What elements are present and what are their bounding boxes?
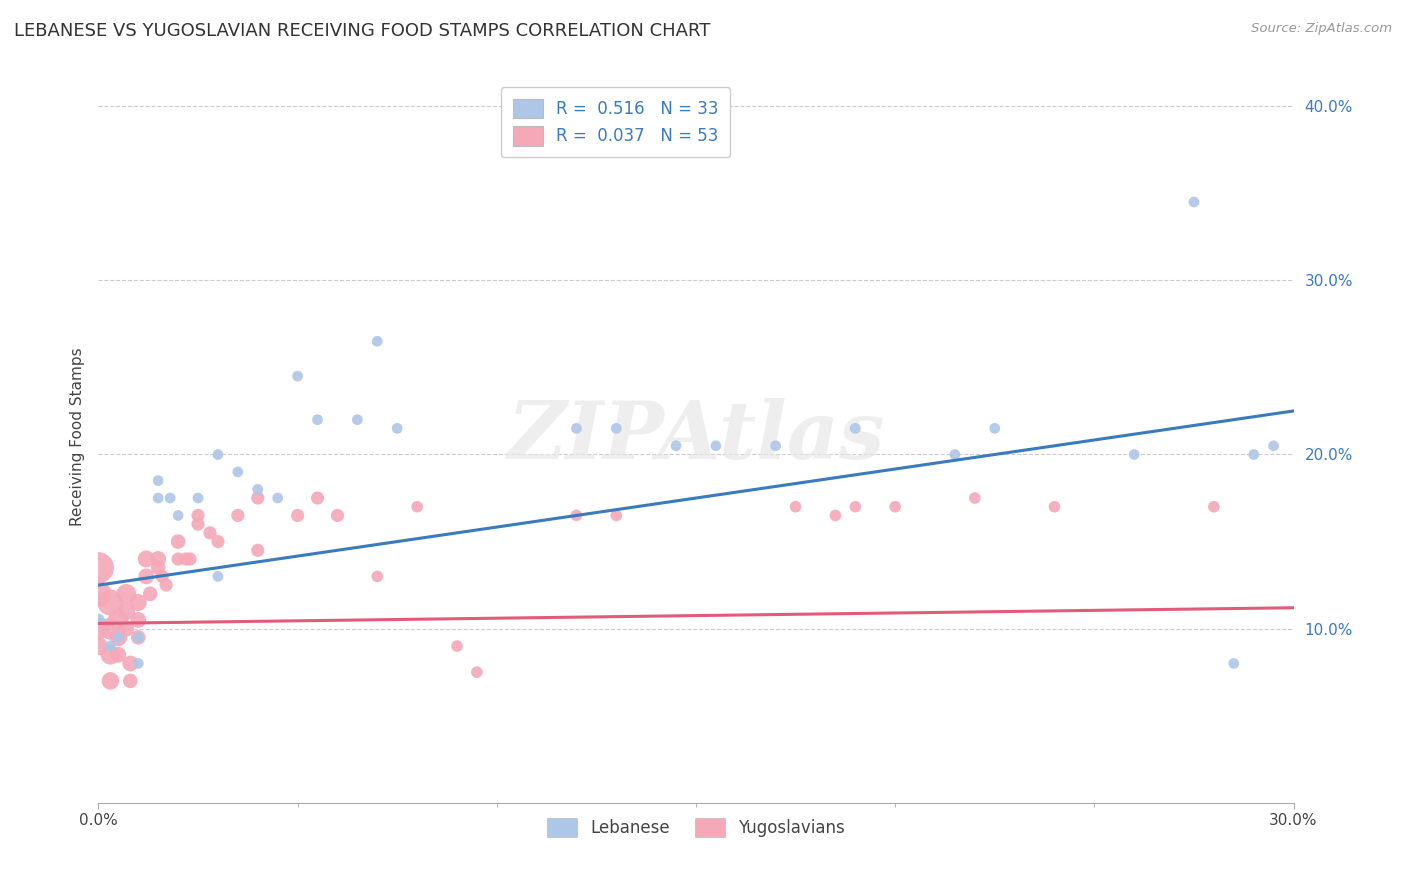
Point: [135, 552, 157, 566]
Point: [127, 631, 149, 645]
Point: [207, 569, 229, 583]
Point: [765, 439, 787, 453]
Point: [98, 639, 122, 653]
Point: [565, 421, 588, 435]
Point: [406, 500, 429, 514]
Point: [785, 500, 807, 514]
Point: [159, 491, 181, 505]
Point: [704, 439, 727, 453]
Point: [226, 465, 249, 479]
Point: [246, 483, 269, 497]
Point: [824, 508, 846, 523]
Point: [1223, 657, 1246, 671]
Point: [150, 569, 173, 583]
Point: [246, 491, 269, 505]
Point: [87, 622, 110, 636]
Point: [267, 491, 290, 505]
Point: [155, 578, 177, 592]
Point: [187, 517, 209, 532]
Point: [326, 508, 349, 523]
Point: [1123, 448, 1146, 462]
Point: [385, 421, 409, 435]
Legend: Lebanese, Yugoslavians: Lebanese, Yugoslavians: [538, 810, 853, 846]
Point: [127, 657, 149, 671]
Point: [984, 421, 1007, 435]
Point: [366, 334, 388, 349]
Point: [139, 587, 162, 601]
Point: [148, 491, 170, 505]
Point: [115, 587, 138, 601]
Point: [1202, 500, 1225, 514]
Point: [127, 613, 149, 627]
Point: [963, 491, 986, 505]
Point: [107, 648, 129, 662]
Point: [174, 552, 197, 566]
Point: [287, 369, 309, 384]
Point: [115, 604, 138, 618]
Point: [98, 648, 122, 662]
Point: [605, 508, 627, 523]
Point: [87, 560, 110, 574]
Point: [207, 534, 229, 549]
Text: ZIPAtlas: ZIPAtlas: [508, 399, 884, 475]
Point: [366, 569, 388, 583]
Point: [307, 491, 329, 505]
Point: [167, 552, 190, 566]
Point: [187, 491, 209, 505]
Point: [148, 560, 170, 574]
Point: [465, 665, 488, 680]
Point: [943, 448, 966, 462]
Point: [287, 508, 309, 523]
Text: LEBANESE VS YUGOSLAVIAN RECEIVING FOOD STAMPS CORRELATION CHART: LEBANESE VS YUGOSLAVIAN RECEIVING FOOD S…: [14, 22, 710, 40]
Point: [148, 552, 170, 566]
Point: [844, 421, 866, 435]
Point: [98, 595, 122, 609]
Y-axis label: Receiving Food Stamps: Receiving Food Stamps: [69, 348, 84, 526]
Point: [307, 412, 329, 426]
Point: [115, 622, 138, 636]
Point: [346, 412, 368, 426]
Point: [98, 622, 122, 636]
Point: [1182, 194, 1205, 209]
Point: [187, 508, 209, 523]
Point: [1263, 439, 1285, 453]
Point: [605, 421, 627, 435]
Point: [1043, 500, 1066, 514]
Point: [565, 508, 588, 523]
Point: [87, 639, 110, 653]
Point: [884, 500, 907, 514]
Point: [87, 587, 110, 601]
Point: [665, 439, 688, 453]
Point: [226, 508, 249, 523]
Point: [1243, 448, 1265, 462]
Point: [207, 448, 229, 462]
Point: [127, 631, 149, 645]
Point: [135, 569, 157, 583]
Point: [148, 474, 170, 488]
Point: [167, 508, 190, 523]
Point: [120, 673, 142, 688]
Point: [107, 631, 129, 645]
Point: [98, 673, 122, 688]
Point: [179, 552, 201, 566]
Point: [127, 595, 149, 609]
Point: [87, 613, 110, 627]
Point: [120, 657, 142, 671]
Point: [844, 500, 866, 514]
Point: [107, 631, 129, 645]
Point: [246, 543, 269, 558]
Point: [446, 639, 468, 653]
Text: Source: ZipAtlas.com: Source: ZipAtlas.com: [1251, 22, 1392, 36]
Point: [198, 525, 221, 540]
Point: [107, 613, 129, 627]
Point: [167, 534, 190, 549]
